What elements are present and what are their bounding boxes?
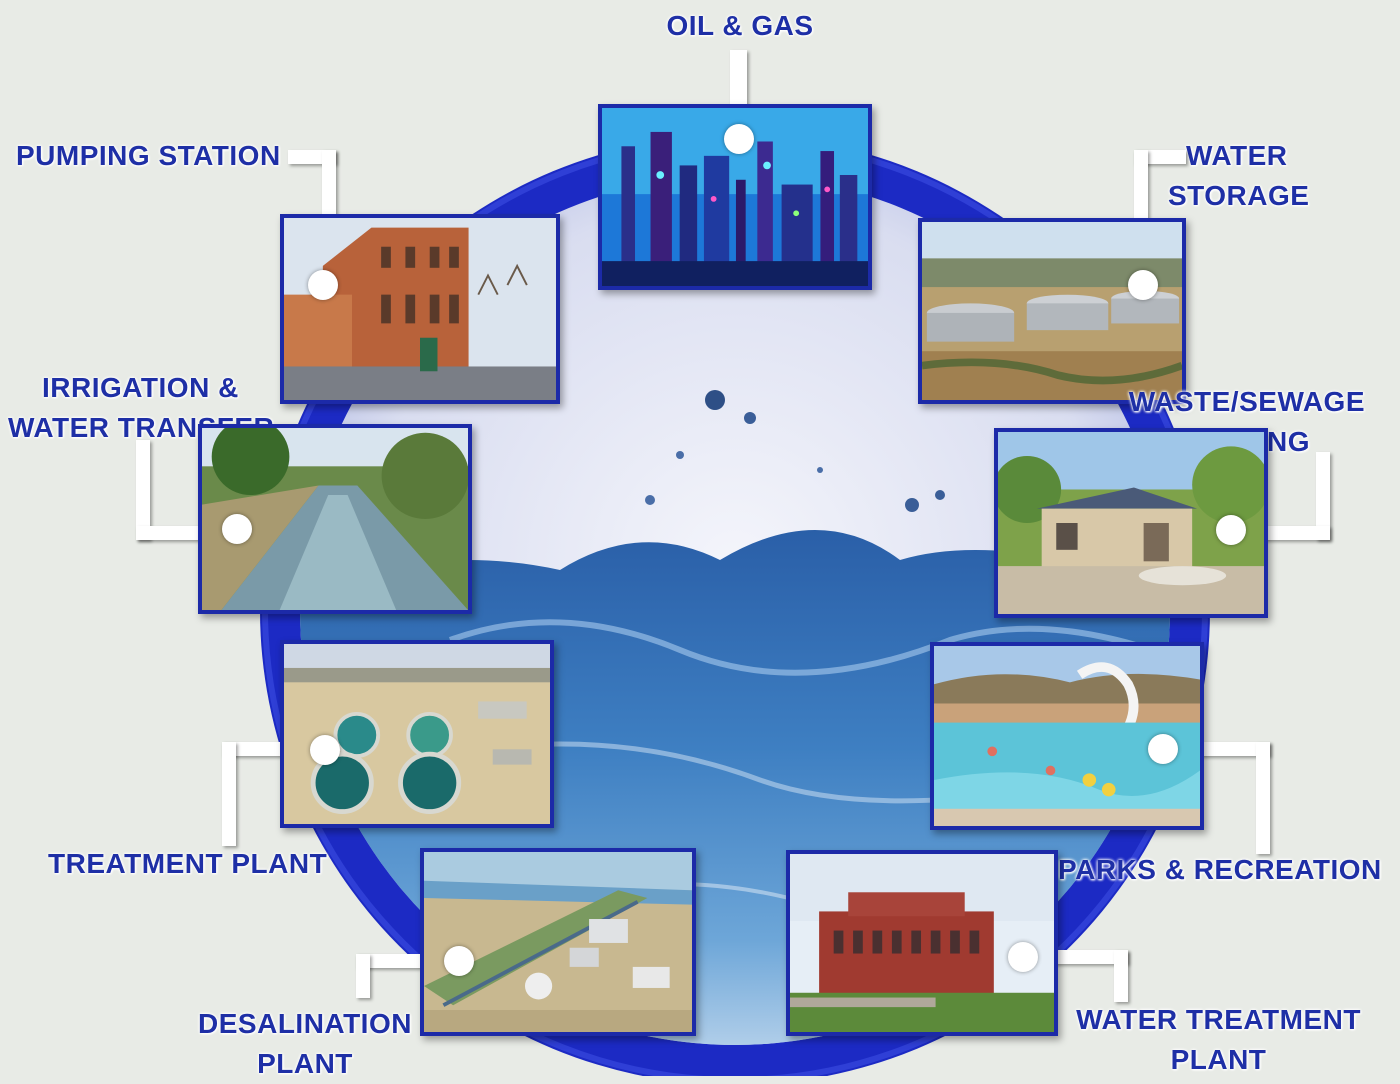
dot-treatment-plant	[310, 735, 340, 765]
label-desalination-plant-line-1: DESALINATION	[198, 1008, 412, 1039]
dot-water-treatment-plant	[1008, 942, 1038, 972]
label-pumping-station: PUMPING STATION	[16, 136, 306, 176]
connector-irrigation-v	[136, 440, 150, 540]
photo-treatment-plant	[280, 640, 554, 828]
photo-oil-gas	[598, 104, 872, 290]
pump-house-photo-icon	[998, 432, 1264, 614]
dot-desalination-plant	[444, 946, 474, 976]
dot-parks-recreation	[1148, 734, 1178, 764]
label-desalination-plant-line-2: PLANT	[257, 1048, 353, 1079]
label-water-storage-line-2: STORAGE	[1168, 180, 1310, 211]
connector-waste-sewage-h	[1250, 526, 1330, 540]
label-water-treatment-plant-line-2: PLANT	[1170, 1044, 1267, 1075]
label-oil-gas-line-1: OIL & GAS	[666, 10, 814, 41]
photo-desalination-plant	[420, 848, 696, 1036]
connector-water-treatment-v	[1114, 950, 1128, 1002]
dot-water-storage	[1128, 270, 1158, 300]
clarifier-tanks-photo-icon	[284, 644, 550, 824]
label-desalination-plant: DESALINATION PLANT	[192, 1004, 418, 1084]
label-water-storage-line-1: WATER	[1186, 140, 1288, 171]
dot-oil-gas	[724, 124, 754, 154]
label-treatment-plant-line-1: TREATMENT PLANT	[48, 848, 328, 879]
dot-waste-sewage-pumping	[1216, 515, 1246, 545]
label-parks-recreation: PARKS & RECREATION	[1058, 850, 1398, 890]
label-waste-sewage-pumping-line-1: WASTE/SEWAGE	[1128, 386, 1365, 417]
label-water-treatment-plant: WATER TREATMENT PLANT	[1066, 1000, 1371, 1080]
connector-water-treatment-h	[1040, 950, 1128, 964]
label-pumping-station-line-1: PUMPING STATION	[16, 140, 281, 171]
dot-pumping-station	[308, 270, 338, 300]
photo-waste-sewage-pumping	[994, 428, 1268, 618]
refinery-photo-icon	[602, 108, 868, 286]
photo-water-treatment-plant	[786, 850, 1058, 1036]
dot-irrigation-water-transfer	[222, 514, 252, 544]
storage-tanks-photo-icon	[922, 222, 1182, 400]
desalination-aerial-photo-icon	[424, 852, 692, 1032]
label-oil-gas: OIL & GAS	[620, 6, 860, 46]
label-water-treatment-plant-line-1: WATER TREATMENT	[1076, 1004, 1361, 1035]
connector-waste-sewage-v	[1316, 452, 1330, 540]
connector-treatment-v	[222, 742, 236, 846]
label-parks-recreation-line-1: PARKS & RECREATION	[1058, 854, 1382, 885]
brick-building-photo-icon	[790, 854, 1054, 1032]
photo-pumping-station	[280, 214, 560, 404]
photo-water-storage	[918, 218, 1186, 404]
label-water-storage: WATER STORAGE	[1168, 136, 1338, 216]
label-irrigation-line-1: IRRIGATION &	[42, 372, 239, 403]
brick-pumping-station-photo-icon	[284, 218, 556, 400]
connector-parks-v	[1256, 742, 1270, 854]
label-treatment-plant: TREATMENT PLANT	[48, 844, 338, 884]
connector-desalination-v	[356, 954, 370, 998]
